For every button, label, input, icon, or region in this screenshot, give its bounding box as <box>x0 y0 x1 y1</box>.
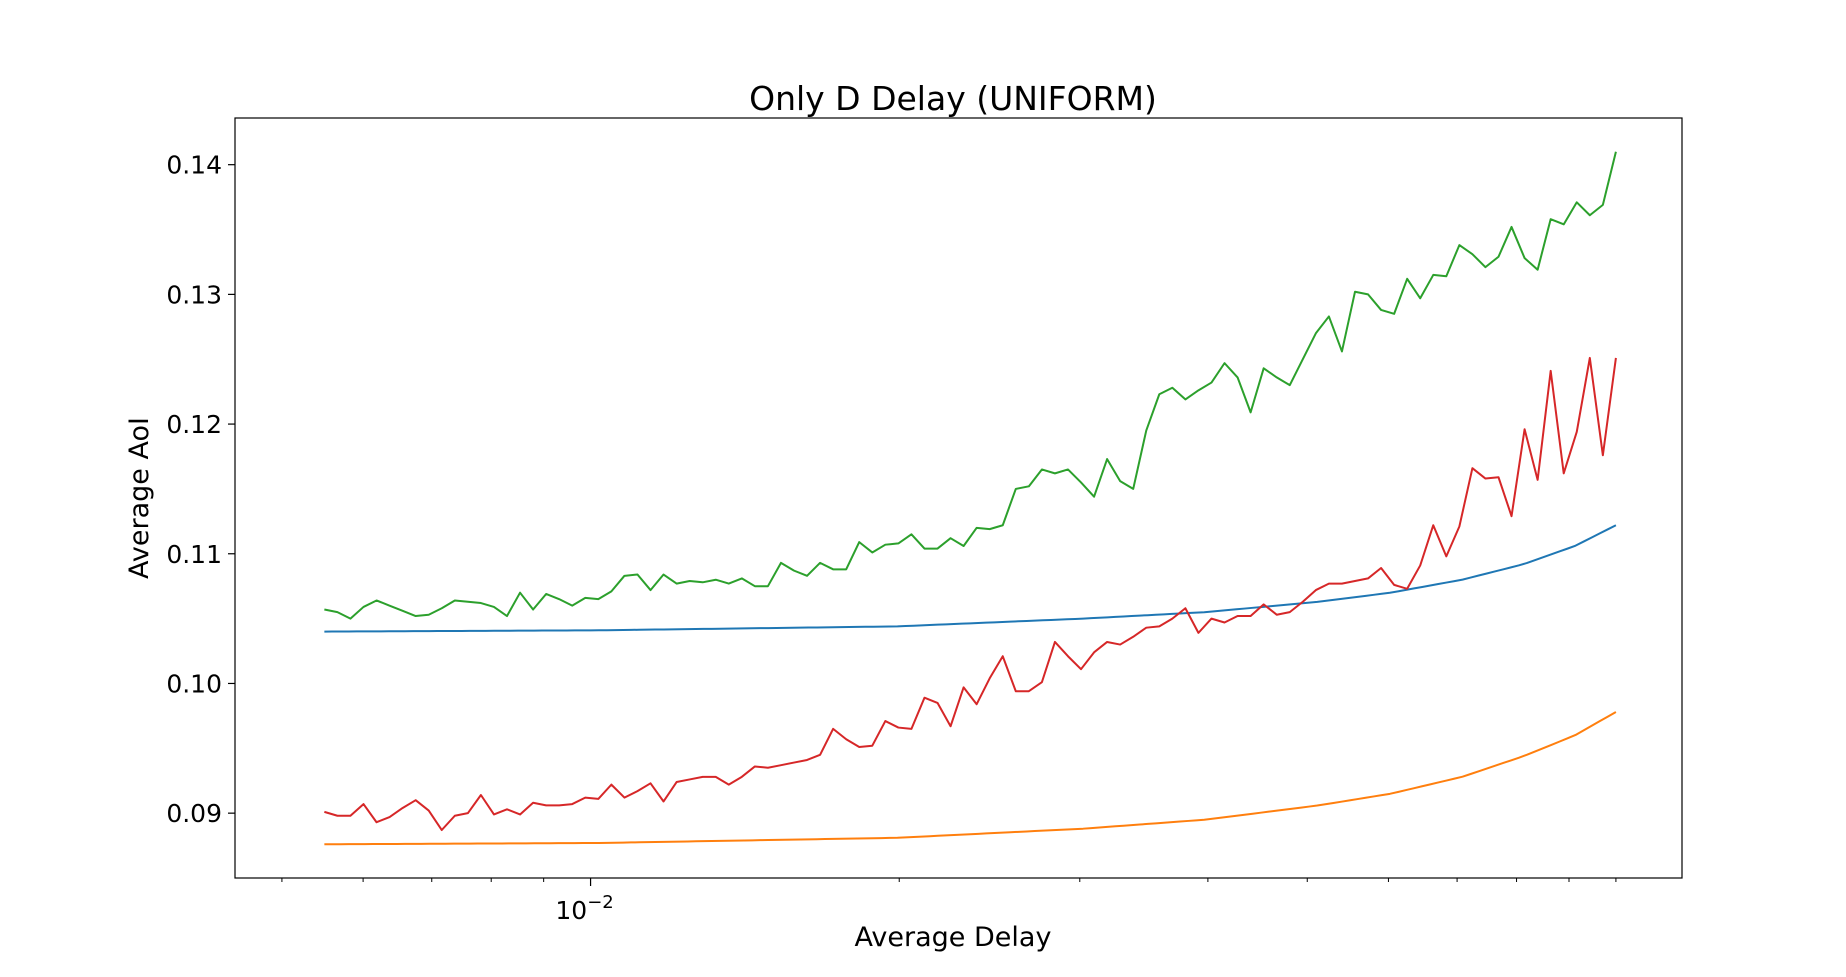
series-line-3 <box>324 151 1617 620</box>
chart-title: Only D Delay (UNIFORM) <box>749 79 1157 118</box>
y-tick-label: 0.10 <box>166 669 222 698</box>
y-tick-label: 0.11 <box>166 540 222 569</box>
plot-area-frame <box>234 117 1683 879</box>
y-axis-label: Average AoI <box>124 417 155 579</box>
series-line-2 <box>324 711 1617 846</box>
series-line-1 <box>324 524 1617 633</box>
series-layer <box>324 151 1617 846</box>
y-axis: 0.09 0.10 0.11 0.12 0.13 0.14 <box>166 151 235 828</box>
x-tick-label: 10−2 <box>555 892 613 925</box>
x-axis: 10−2 <box>281 878 1617 925</box>
x-axis-label: Average Delay <box>855 922 1052 953</box>
y-tick-label: 0.09 <box>166 799 222 828</box>
y-tick-label: 0.14 <box>166 151 222 180</box>
series-line-4 <box>324 356 1617 832</box>
y-tick-label: 0.13 <box>166 280 222 309</box>
y-tick-label: 0.12 <box>166 410 222 439</box>
